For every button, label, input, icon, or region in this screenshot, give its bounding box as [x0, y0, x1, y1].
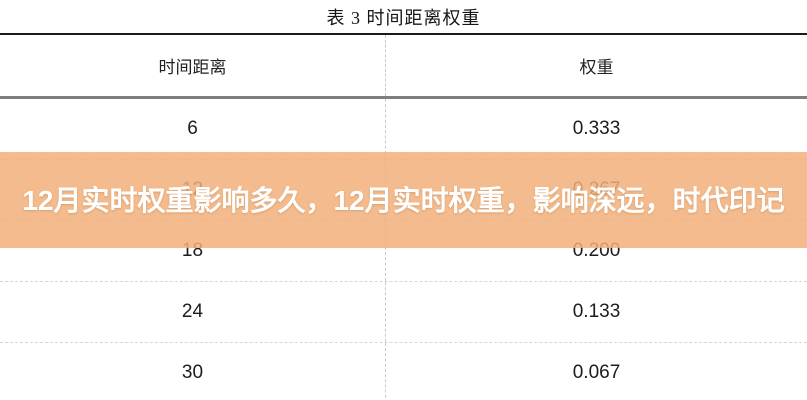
watermark-text: 12月实时权重影响多久，12月实时权重，影响深远，时代印记 [22, 184, 785, 216]
table-caption: 表 3 时间距离权重 [326, 7, 481, 28]
table-header-row: 时间距离 权重 [0, 35, 807, 99]
cell-weight: 0.133 [572, 301, 621, 322]
cell-time-distance: 30 [0, 343, 386, 400]
cell-time-distance: 24 [0, 282, 386, 342]
table-row: 6 0.333 [0, 99, 807, 160]
column-header-weight: 权重 [579, 58, 614, 77]
table-row: 24 0.133 [0, 282, 807, 343]
cell-weight: 0.333 [572, 118, 621, 139]
watermark-banner: 12月实时权重影响多久，12月实时权重，影响深远，时代印记 [0, 152, 807, 248]
table-row: 30 0.067 [0, 343, 807, 400]
cell-time-distance: 6 [0, 99, 386, 159]
column-header-time-distance: 时间距离 [0, 35, 386, 96]
cell-weight: 0.067 [572, 362, 621, 383]
